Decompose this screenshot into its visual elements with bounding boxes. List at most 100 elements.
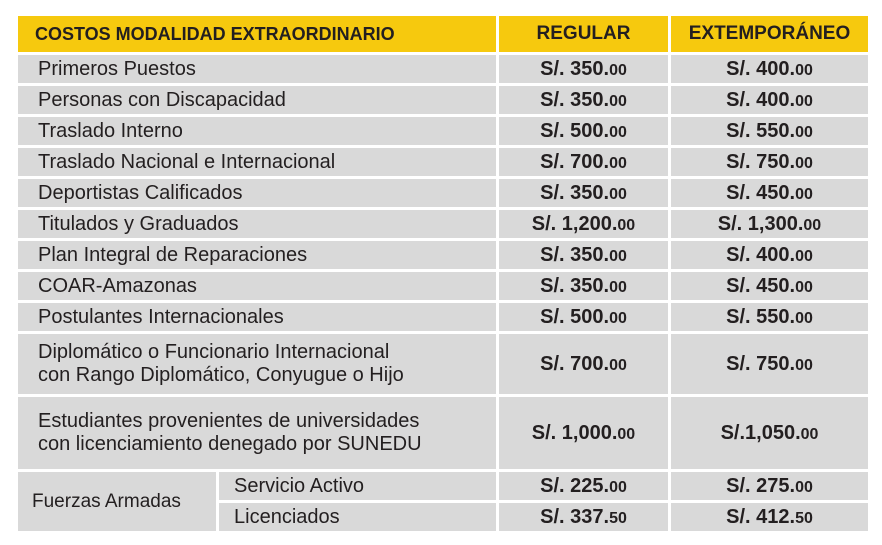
ext-price: S/. 450.00 bbox=[668, 179, 868, 207]
price-main: S/. 400. bbox=[726, 243, 796, 266]
table-row: COAR-Amazonas S/. 350.00 S/. 450.00 bbox=[18, 272, 868, 300]
price-main: S/. 700. bbox=[540, 352, 610, 375]
price-main: S/. 450. bbox=[726, 181, 796, 204]
table-row: Deportistas Calificados S/. 350.00 S/. 4… bbox=[18, 179, 868, 207]
row-label: Traslado Nacional e Internacional bbox=[18, 148, 496, 176]
price-cents: 00 bbox=[795, 478, 813, 496]
ext-price: S/.1,050.00 bbox=[668, 397, 868, 469]
row-label: Servicio Activo bbox=[216, 472, 496, 500]
table-row: Plan Integral de Reparaciones S/. 350.00… bbox=[18, 241, 868, 269]
row-label: Licenciados bbox=[216, 503, 496, 531]
price-main: S/. 1,300. bbox=[717, 212, 804, 235]
price-cents: 00 bbox=[803, 216, 822, 234]
ext-price: S/. 550.00 bbox=[668, 117, 868, 145]
price-cents: 00 bbox=[795, 356, 813, 374]
table-header-row: COSTOS MODALIDAD EXTRAORDINARIO REGULAR … bbox=[18, 16, 868, 52]
price-main: S/. 225. bbox=[540, 474, 610, 497]
price-main: S/. 700. bbox=[540, 150, 610, 173]
price-main: S/. 350. bbox=[540, 88, 610, 111]
row-label: Deportistas Calificados bbox=[18, 179, 496, 207]
price-main: S/. 500. bbox=[540, 305, 610, 328]
price-main: S/. 750. bbox=[726, 352, 796, 375]
price-cents: 50 bbox=[609, 509, 627, 527]
table-row: Primeros Puestos S/. 350.00 S/. 400.00 bbox=[18, 55, 868, 83]
row-label: Primeros Puestos bbox=[18, 55, 496, 83]
price-cents: 50 bbox=[795, 509, 813, 527]
regular-price: S/. 500.00 bbox=[496, 117, 668, 145]
price-cents: 00 bbox=[795, 154, 813, 172]
price-main: S/. 400. bbox=[726, 88, 796, 111]
price-cents: 00 bbox=[795, 92, 813, 110]
label-line-2: con Rango Diplomático, Conyugue o Hijo bbox=[38, 364, 404, 386]
price-main: S/. 750. bbox=[726, 150, 796, 173]
label-line-1: Diplomático o Funcionario Internacional bbox=[38, 341, 390, 363]
ext-price: S/. 450.00 bbox=[668, 272, 868, 300]
costs-table: COSTOS MODALIDAD EXTRAORDINARIO REGULAR … bbox=[18, 13, 868, 472]
price-main: S/. 450. bbox=[726, 274, 796, 297]
regular-price: S/. 350.00 bbox=[496, 272, 668, 300]
price-cents: 00 bbox=[617, 216, 636, 234]
regular-price: S/. 1,000.00 bbox=[496, 397, 668, 469]
regular-price: S/. 700.00 bbox=[496, 334, 668, 394]
ext-price: S/. 750.00 bbox=[668, 334, 868, 394]
price-cents: 00 bbox=[795, 278, 813, 296]
table-row: Postulantes Internacionales S/. 500.00 S… bbox=[18, 303, 868, 331]
header-title: COSTOS MODALIDAD EXTRAORDINARIO bbox=[18, 16, 496, 52]
price-main: S/. 550. bbox=[726, 119, 796, 142]
fuerzas-group-label: Fuerzas Armadas bbox=[18, 472, 216, 531]
fuerzas-row-activo: Fuerzas Armadas Servicio Activo S/. 225.… bbox=[18, 472, 868, 531]
row-label: Titulados y Graduados bbox=[18, 210, 496, 238]
regular-price: S/. 350.00 bbox=[496, 86, 668, 114]
regular-price: S/. 337.50 bbox=[496, 503, 668, 531]
price-cents: 00 bbox=[617, 425, 636, 443]
ext-price: S/. 750.00 bbox=[668, 148, 868, 176]
ext-price: S/. 550.00 bbox=[668, 303, 868, 331]
table-row: Traslado Interno S/. 500.00 S/. 550.00 bbox=[18, 117, 868, 145]
price-cents: 00 bbox=[609, 247, 627, 265]
price-main: S/.1,050. bbox=[720, 421, 801, 444]
price-cents: 00 bbox=[609, 309, 627, 327]
label-line-2: con licenciamiento denegado por SUNEDU bbox=[38, 433, 422, 455]
price-cents: 00 bbox=[609, 478, 627, 496]
price-cents: 00 bbox=[609, 185, 627, 203]
regular-price: S/. 1,200.00 bbox=[496, 210, 668, 238]
price-cents: 00 bbox=[795, 309, 813, 327]
price-cents: 00 bbox=[609, 61, 627, 79]
ext-price: S/. 400.00 bbox=[668, 55, 868, 83]
ext-price: S/. 400.00 bbox=[668, 86, 868, 114]
fuerzas-table: Fuerzas Armadas Servicio Activo S/. 225.… bbox=[18, 469, 868, 534]
price-main: S/. 550. bbox=[726, 305, 796, 328]
price-main: S/. 1,000. bbox=[531, 421, 618, 444]
table-row-diplomatico: Diplomático o Funcionario Internacional … bbox=[18, 334, 868, 394]
row-label: Personas con Discapacidad bbox=[18, 86, 496, 114]
price-cents: 00 bbox=[609, 92, 627, 110]
price-main: S/. 500. bbox=[540, 119, 610, 142]
price-main: S/. 275. bbox=[726, 474, 796, 497]
ext-price: S/. 400.00 bbox=[668, 241, 868, 269]
ext-price: S/. 1,300.00 bbox=[668, 210, 868, 238]
row-label: Postulantes Internacionales bbox=[18, 303, 496, 331]
table-row: Personas con Discapacidad S/. 350.00 S/.… bbox=[18, 86, 868, 114]
header-extemporaneo: EXTEMPORÁNEO bbox=[668, 16, 868, 52]
price-main: S/. 350. bbox=[540, 274, 610, 297]
price-cents: 00 bbox=[609, 356, 627, 374]
regular-price: S/. 350.00 bbox=[496, 55, 668, 83]
price-cents: 00 bbox=[800, 425, 819, 443]
row-label: Traslado Interno bbox=[18, 117, 496, 145]
price-main: S/. 350. bbox=[540, 181, 610, 204]
fuerzas-row-licenciados: Licenciados S/. 337.50 S/. 412.50 bbox=[18, 503, 868, 531]
label-line-1: Estudiantes provenientes de universidade… bbox=[38, 410, 420, 432]
costs-table-container: COSTOS MODALIDAD EXTRAORDINARIO REGULAR … bbox=[18, 13, 868, 534]
price-cents: 00 bbox=[795, 61, 813, 79]
price-cents: 00 bbox=[795, 123, 813, 141]
row-label: Diplomático o Funcionario Internacional … bbox=[18, 334, 496, 394]
header-regular: REGULAR bbox=[496, 16, 668, 52]
price-main: S/. 337. bbox=[540, 505, 610, 528]
price-main: S/. 412. bbox=[726, 505, 796, 528]
price-cents: 00 bbox=[795, 185, 813, 203]
ext-price: S/. 275.00 bbox=[668, 472, 868, 500]
price-cents: 00 bbox=[609, 123, 627, 141]
regular-price: S/. 350.00 bbox=[496, 241, 668, 269]
regular-price: S/. 700.00 bbox=[496, 148, 668, 176]
price-main: S/. 350. bbox=[540, 57, 610, 80]
